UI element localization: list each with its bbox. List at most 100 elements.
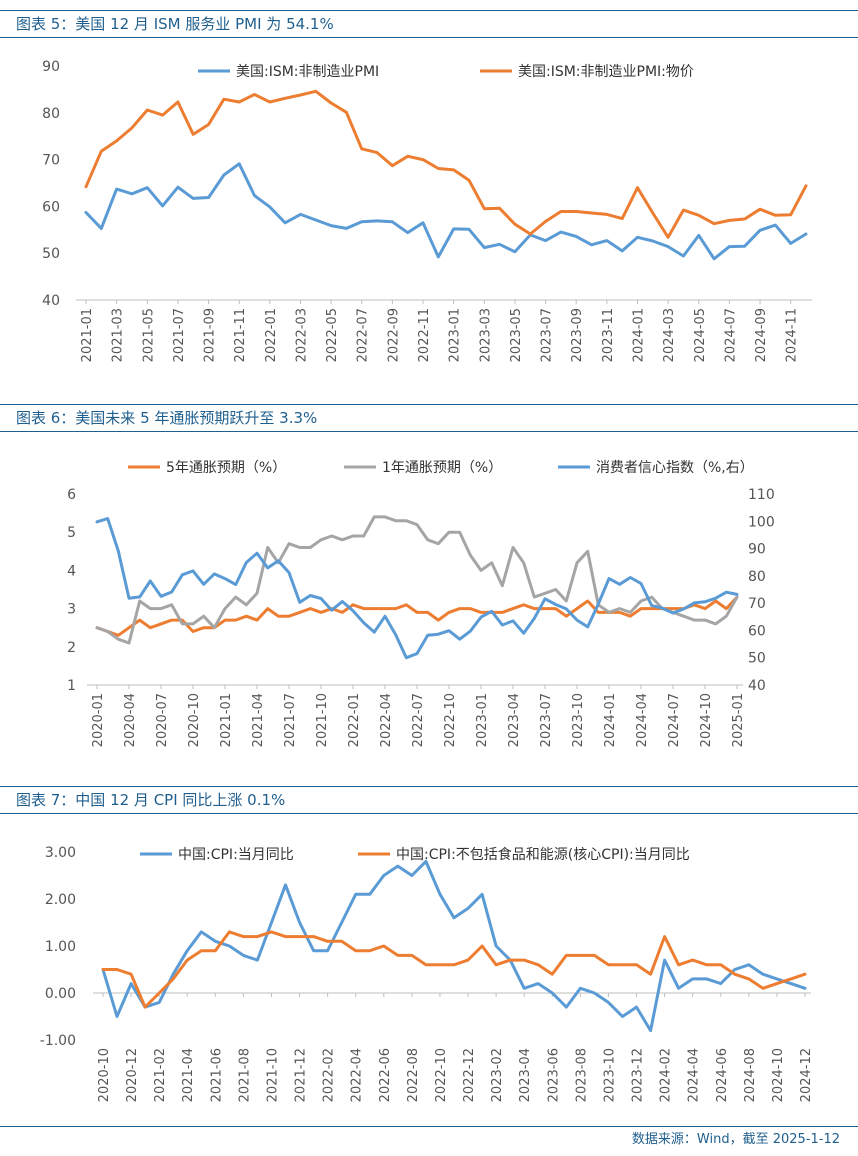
y-tick-label: 6: [67, 487, 76, 503]
x-tick-label: 2024-10: [771, 1048, 786, 1102]
x-tick-label: 2023-12: [631, 1048, 646, 1102]
x-tick-label: 2021-11: [233, 308, 248, 362]
x-tick-label: 2022-09: [386, 308, 401, 362]
x-tick-label: 2023-01: [475, 693, 490, 747]
x-tick-label: 2023-04: [518, 1048, 533, 1102]
x-tick-label: 2023-08: [574, 1048, 589, 1102]
x-tick-label: 2022-07: [411, 693, 426, 747]
legend-label-1: 5年通胀预期（%）: [166, 460, 286, 476]
x-tick-label: 2024-07: [667, 693, 682, 747]
chart2-svg: 1 2 3 4 5 6 40 50 60 70 80 90 100 110 2020-01 2020-04 20…: [67, 460, 775, 747]
legend-label-2: 1年通胀预期（%）: [382, 460, 502, 476]
x-tick-label: 2024-02: [659, 1048, 674, 1102]
x-tick-label: 2024-11: [785, 308, 800, 362]
series-line-2: [84, 89, 808, 239]
x-tick-label: 2024-03: [662, 308, 677, 362]
x-tick-label: 2021-03: [111, 308, 126, 362]
legend-label-3: 消费者信心指数（%,右）: [596, 460, 754, 476]
x-tick-label: 2024-01: [631, 308, 646, 362]
y-tick-label: 60: [42, 199, 60, 215]
x-tick-label: 2023-11: [601, 308, 616, 362]
x-tick-label: 2022-10: [434, 1048, 449, 1102]
x-tick-label: 2023-10: [602, 1048, 617, 1102]
y-tick-label: 1.00: [45, 939, 76, 955]
x-tick-label: 2020-12: [125, 1048, 140, 1102]
y2-tick-label: 50: [748, 651, 766, 667]
x-tick-label: 2021-04: [181, 1048, 196, 1102]
chart3-title: 图表 7：中国 12 月 CPI 同比上涨 0.1%: [0, 786, 858, 814]
y2-tick-label: 100: [748, 514, 775, 530]
x-tick-label: 2024-12: [799, 1048, 814, 1102]
y-tick-label: 1: [67, 678, 76, 694]
y2-tick-label: 60: [748, 623, 766, 639]
x-tick-label: 2021-10: [265, 1048, 280, 1102]
chart1-svg: 40 50 60 70 80 90 2021-01 2021-03 2021-05 2021-07…: [42, 59, 812, 362]
y-tick-label: 80: [42, 106, 60, 122]
x-tick-label: 2022-06: [378, 1048, 393, 1102]
x-tick-label: 2024-06: [715, 1048, 730, 1102]
y2-tick-label: 80: [748, 569, 766, 585]
y-tick-label: 2: [67, 640, 76, 656]
y2-tick-label: 90: [748, 542, 766, 558]
y-tick-label: 40: [42, 293, 60, 309]
x-tick-label: 2021-02: [153, 1048, 168, 1102]
x-tick-label: 2020-01: [91, 693, 106, 747]
x-tick-label: 2022-04: [350, 1048, 365, 1102]
chart1-title: 图表 5：美国 12 月 ISM 服务业 PMI 为 54.1%: [0, 10, 858, 38]
x-tick-label: 2024-10: [699, 693, 714, 747]
y2-tick-label: 110: [748, 487, 775, 503]
x-tick-label: 2020-07: [155, 693, 170, 747]
legend-label-1: 美国:ISM:非制造业PMI: [236, 64, 379, 80]
x-tick-label: 2021-05: [141, 308, 156, 362]
x-tick-label: 2021-01: [80, 308, 95, 362]
x-tick-label: 2024-01: [603, 693, 618, 747]
x-tick-label: 2023-01: [448, 308, 463, 362]
x-tick-label: 2022-08: [406, 1048, 421, 1102]
legend-label-1: 中国:CPI:当月同比: [178, 847, 294, 863]
x-tick-label: 2021-01: [219, 693, 234, 747]
y-tick-label: 2.00: [45, 892, 76, 908]
x-tick-label: 2022-01: [264, 308, 279, 362]
y2-tick-label: 40: [748, 678, 766, 694]
x-tick-label: 2024-08: [743, 1048, 758, 1102]
series-line-2: [95, 515, 739, 645]
y-tick-label: -1.00: [40, 1033, 76, 1049]
x-tick-label: 2023-09: [570, 308, 585, 362]
series-line-1: [101, 859, 807, 1033]
x-tick-label: 2023-07: [540, 308, 555, 362]
x-tick-label: 2025-01: [731, 693, 746, 747]
x-tick-label: 2023-10: [571, 693, 586, 747]
x-tick-label: 2023-04: [507, 693, 522, 747]
legend-label-2: 中国:CPI:不包括食品和能源(核心CPI):当月同比: [396, 846, 690, 863]
y-tick-label: 3.00: [45, 845, 76, 861]
x-tick-label: 2023-05: [509, 308, 524, 362]
x-tick-label: 2021-07: [283, 693, 298, 747]
chart3-svg: 3.00 2.00 1.00 0.00 -1.00 2020-10 2020-12 2021-…: [40, 845, 814, 1102]
x-tick-label: 2024-05: [693, 308, 708, 362]
x-tick-label: 2022-03: [294, 308, 309, 362]
y-tick-label: 5: [67, 525, 76, 541]
y-tick-label: 3: [67, 602, 76, 618]
x-tick-label: 2021-04: [251, 693, 266, 747]
x-tick-label: 2021-10: [315, 693, 330, 747]
x-tick-label: 2020-10: [97, 1048, 112, 1102]
x-tick-label: 2023-06: [546, 1048, 561, 1102]
x-tick-label: 2021-07: [172, 308, 187, 362]
x-tick-label: 2022-07: [356, 308, 371, 362]
x-tick-label: 2022-05: [325, 308, 340, 362]
x-tick-label: 2021-06: [209, 1048, 224, 1102]
x-tick-label: 2022-01: [347, 693, 362, 747]
x-tick-label: 2021-12: [294, 1048, 309, 1102]
x-tick-label: 2023-03: [478, 308, 493, 362]
series-line-1: [84, 162, 808, 261]
x-tick-label: 2024-04: [635, 693, 650, 747]
x-tick-label: 2022-04: [379, 693, 394, 747]
x-tick-label: 2022-10: [443, 693, 458, 747]
chart2-title: 图表 6：美国未来 5 年通胀预期跃升至 3.3%: [0, 404, 858, 432]
y2-tick-label: 70: [748, 596, 766, 612]
series-line-3: [95, 517, 739, 660]
series-line-1: [95, 595, 739, 637]
x-tick-label: 2024-04: [687, 1048, 702, 1102]
x-tick-label: 2024-07: [723, 308, 738, 362]
y-tick-label: 4: [67, 563, 76, 579]
